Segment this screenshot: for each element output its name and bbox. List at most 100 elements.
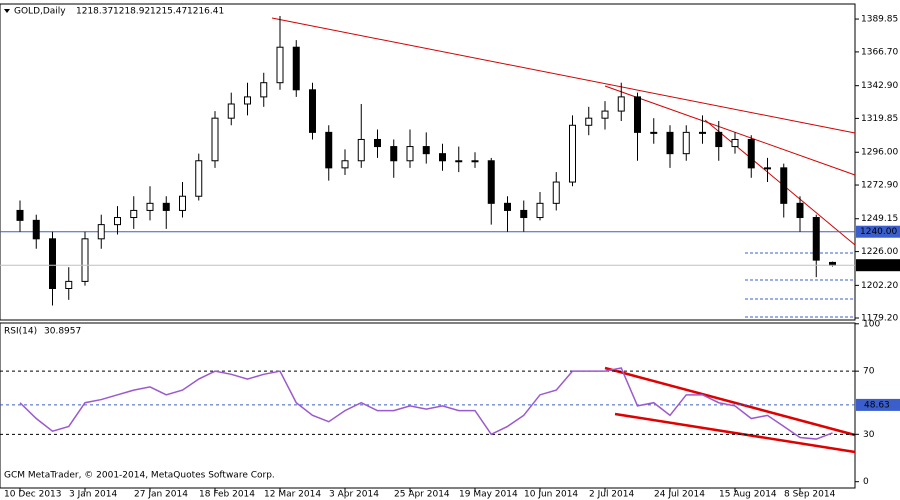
x-tick-label: 18 Feb 2014 (199, 490, 255, 500)
x-tick-label: 12 Mar 2014 (264, 490, 321, 500)
candle-body (114, 217, 121, 226)
candle-body (520, 209, 528, 219)
candle-body (130, 209, 138, 219)
x-tick-label: 24 Jul 2014 (654, 490, 705, 500)
rsi-trendlines (604, 366, 856, 454)
close-value: 1216.41 (187, 7, 224, 17)
y-tick-label: 100 (863, 319, 880, 329)
candle-body (812, 217, 820, 261)
y-tick-label: 1366.70 (861, 47, 898, 57)
y-tick-label: 30 (863, 430, 875, 440)
x-tick-label: 10 Dec 2013 (4, 490, 62, 500)
x-tick-label: 3 Apr 2014 (329, 490, 379, 500)
candle-body (341, 160, 349, 169)
candle-body (325, 131, 333, 169)
candle-body (747, 138, 755, 169)
candle-body (211, 117, 219, 162)
trendline (614, 412, 856, 454)
candle-body (764, 167, 771, 170)
y-tick-label: 1249.15 (861, 214, 898, 224)
signal-label: 48.63 (864, 400, 890, 410)
candle-body (504, 202, 511, 211)
y-tick-label: 1319.85 (861, 114, 898, 124)
candle-body (780, 167, 788, 204)
y-tick-label: 1226.00 (861, 247, 898, 257)
candle-body (650, 131, 658, 134)
x-tick-label: 3 Jan 2014 (69, 490, 117, 500)
level-box (856, 225, 900, 238)
y-tick-label: 1389.85 (861, 15, 898, 25)
candle-body (699, 131, 706, 134)
open-value: 1218.37 (76, 7, 113, 17)
candle-body (292, 46, 300, 91)
candle-body (601, 110, 609, 119)
candle-body (65, 280, 73, 289)
candle-body (585, 117, 593, 126)
candle-body (715, 131, 723, 148)
footer: GCM MetaTrader, © 2001-2014, MetaQuotes … (4, 471, 275, 481)
trendline (704, 119, 856, 246)
price-label: 1216.41 (860, 261, 897, 271)
candle-body (422, 146, 430, 155)
rsi-value: 30.8957 (44, 327, 81, 337)
candle-body (81, 238, 89, 282)
candle-body (309, 89, 316, 133)
candle-body (227, 103, 235, 119)
candle-body (162, 202, 170, 211)
candle-body (276, 46, 284, 84)
candle-body (731, 138, 739, 148)
trendline (604, 366, 856, 437)
candle-body (32, 219, 40, 240)
high-value: 1218.92 (113, 7, 150, 17)
low-value: 1215.47 (150, 7, 187, 17)
candle-body (406, 146, 414, 162)
trendlines (271, 17, 856, 246)
candle-body (97, 224, 105, 240)
y-tick-label: 70 (863, 367, 875, 377)
price-box (856, 259, 900, 272)
candle-body (552, 181, 560, 204)
trendline (271, 17, 856, 134)
candle-body (16, 209, 24, 221)
rsi-pane (0, 322, 856, 489)
chart-title: GOLD,Daily (14, 7, 66, 17)
candle-body (260, 82, 268, 98)
level-label: 1240.00 (860, 227, 897, 237)
x-tick-label: 8 Sep 2014 (784, 490, 836, 500)
retracement-marks (745, 252, 855, 318)
candle-body (439, 153, 446, 162)
candle-body (374, 138, 381, 148)
y-tick-label: 1272.90 (861, 181, 898, 191)
y-tick-label: 1342.90 (861, 81, 898, 91)
candle-body (487, 160, 495, 204)
candle-body (455, 160, 463, 163)
x-tick-label: 15 Aug 2014 (719, 490, 777, 500)
candle-body (49, 238, 56, 289)
candle-body (666, 131, 674, 155)
x-tick-label: 25 Apr 2014 (394, 490, 450, 500)
rsi-line (19, 367, 833, 440)
y-tick-label: 1296.00 (861, 148, 898, 158)
y-tick-label: 1179.20 (861, 314, 898, 324)
price-pane (0, 3, 856, 321)
y-tick-label: 0 (863, 477, 869, 487)
menu-arrow (4, 9, 10, 13)
x-tick-label: 10 Jun 2014 (524, 490, 578, 500)
candle-body (617, 96, 625, 112)
candle-body (471, 160, 479, 163)
y-tick-label: 1202.20 (861, 281, 898, 291)
candle-body (357, 138, 365, 162)
x-tick-label: 19 May 2014 (459, 490, 518, 500)
candle-body (244, 96, 251, 105)
candle-body (796, 202, 804, 219)
candle-body (682, 131, 690, 155)
candle-body (146, 202, 154, 211)
candle-body (195, 160, 203, 197)
x-tick-label: 27 Jan 2014 (134, 490, 188, 500)
x-tick-label: 2 Jul 2014 (589, 490, 634, 500)
candle-body (179, 195, 186, 211)
signal-box (856, 398, 900, 411)
candle-body (634, 96, 641, 133)
candle-body (390, 146, 398, 162)
